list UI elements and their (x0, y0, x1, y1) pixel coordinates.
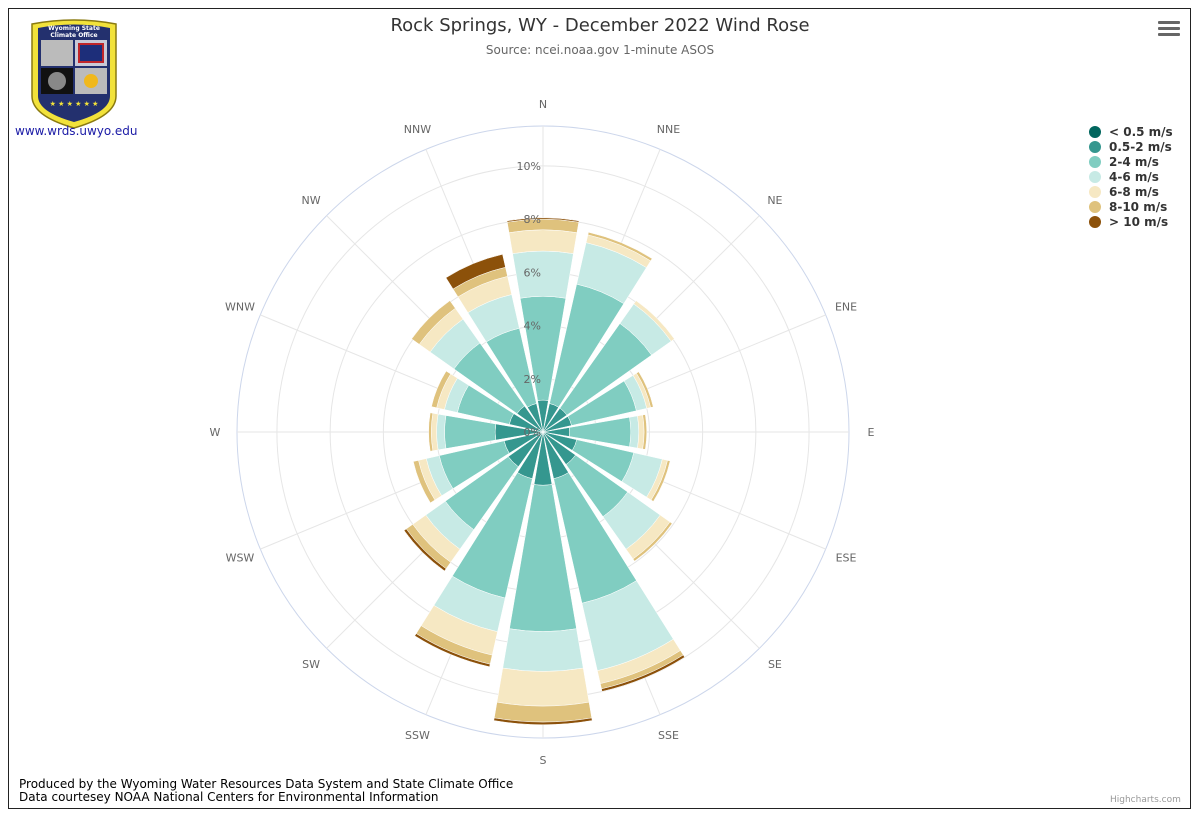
legend-label: < 0.5 m/s (1109, 124, 1173, 139)
footer-credits: Produced by the Wyoming Water Resources … (19, 778, 513, 804)
direction-label-sse: SSE (658, 729, 679, 742)
y-tick-label: 8% (524, 213, 541, 226)
svg-text:★ ★ ★ ★ ★ ★: ★ ★ ★ ★ ★ ★ (50, 100, 99, 108)
direction-label-nne: NNE (657, 123, 680, 136)
sector-s-series-4 (496, 667, 590, 707)
footer-line-2: Data courtesey NOAA National Centers for… (19, 790, 439, 804)
sector-w-series-2 (444, 415, 497, 449)
sector-nnw-series-6 (445, 253, 506, 290)
legend-label: 6-8 m/s (1109, 184, 1159, 199)
direction-label-ne: NE (767, 194, 782, 207)
sector-e-series-3 (629, 415, 640, 449)
sector-ese-series-5 (650, 460, 671, 502)
sector-n-series-6 (506, 217, 580, 223)
y-tick-label: 4% (524, 320, 541, 333)
direction-label-ssw: SSW (405, 729, 430, 742)
y-tick-label: 0% (524, 426, 541, 439)
sector-ene-series-5 (636, 371, 654, 408)
legend-swatch (1089, 125, 1101, 138)
sector-n-series-3 (512, 250, 574, 299)
highcharts-credit[interactable]: Highcharts.com (1110, 795, 1181, 805)
sector-se-series-5 (632, 521, 673, 562)
direction-label-n: N (539, 98, 547, 111)
sector-nw-series-5 (411, 300, 456, 345)
legend-swatch (1089, 155, 1101, 168)
sector-s-series-3 (502, 628, 584, 672)
y-tick-label: 10% (517, 160, 541, 173)
direction-label-wsw: WSW (226, 552, 255, 565)
website-link[interactable]: www.wrds.uwyo.edu (15, 124, 138, 138)
sector-w-series-5 (428, 412, 434, 452)
y-tick-label: 6% (524, 266, 541, 279)
sector-ne-series-4 (633, 300, 675, 342)
legend-item[interactable]: < 0.5 m/s (1089, 124, 1173, 139)
legend-label: 2-4 m/s (1109, 154, 1159, 169)
sector-n-series-4 (508, 229, 578, 254)
legend-label: > 10 m/s (1109, 214, 1169, 229)
legend-item[interactable]: 8-10 m/s (1089, 199, 1173, 214)
sector-ssw-series-6 (414, 633, 491, 668)
sector-e-series-5 (642, 414, 647, 450)
direction-label-ese: ESE (836, 552, 857, 565)
svg-text:Climate Office: Climate Office (50, 32, 97, 39)
sector-wnw-series-5 (431, 370, 452, 409)
legend-swatch (1089, 200, 1101, 213)
direction-label-e: E (868, 426, 875, 439)
legend: < 0.5 m/s 0.5-2 m/s 2-4 m/s 4-6 m/s 6-8 m/s 8… (1089, 124, 1173, 229)
direction-label-nnw: NNW (404, 123, 431, 136)
wyoming-climate-office-logo: Wyoming State Climate Office ★ ★ ★ ★ ★ ★ (31, 19, 117, 129)
legend-item[interactable]: 4-6 m/s (1089, 169, 1173, 184)
direction-label-s: S (540, 754, 547, 767)
svg-text:Wyoming State: Wyoming State (48, 25, 100, 32)
sector-wsw-series-5 (412, 460, 436, 504)
direction-label-nw: NW (302, 194, 321, 207)
legend-swatch (1089, 215, 1101, 228)
legend-label: 4-6 m/s (1109, 169, 1159, 184)
sector-w-series-3 (436, 413, 447, 451)
direction-label-w: W (210, 426, 221, 439)
footer-line-1: Produced by the Wyoming Water Resources … (19, 777, 514, 791)
legend-item[interactable]: 6-8 m/s (1089, 184, 1173, 199)
legend-swatch (1089, 170, 1101, 183)
chart-title: Rock Springs, WY - December 2022 Wind Ro… (390, 15, 810, 36)
sector-sse-series-6 (601, 654, 686, 692)
y-tick-label: 2% (524, 373, 541, 386)
legend-label: 8-10 m/s (1109, 199, 1168, 214)
direction-label-se: SE (768, 658, 782, 671)
legend-swatch (1089, 185, 1101, 198)
legend-item[interactable]: 0.5-2 m/s (1089, 139, 1173, 154)
legend-label: 0.5-2 m/s (1109, 139, 1172, 154)
sector-sw-series-6 (403, 528, 447, 572)
direction-label-wnw: WNW (225, 300, 255, 313)
legend-item[interactable]: > 10 m/s (1089, 214, 1173, 229)
direction-label-ene: ENE (835, 300, 857, 313)
direction-label-sw: SW (302, 658, 320, 671)
legend-swatch (1089, 140, 1101, 153)
hamburger-menu-icon[interactable] (1158, 21, 1180, 39)
chart-subtitle: Source: ncei.noaa.gov 1-minute ASOS (485, 43, 715, 57)
sector-nne-series-5 (587, 231, 653, 262)
legend-item[interactable]: 2-4 m/s (1089, 154, 1173, 169)
sector-s-series-6 (493, 717, 593, 725)
